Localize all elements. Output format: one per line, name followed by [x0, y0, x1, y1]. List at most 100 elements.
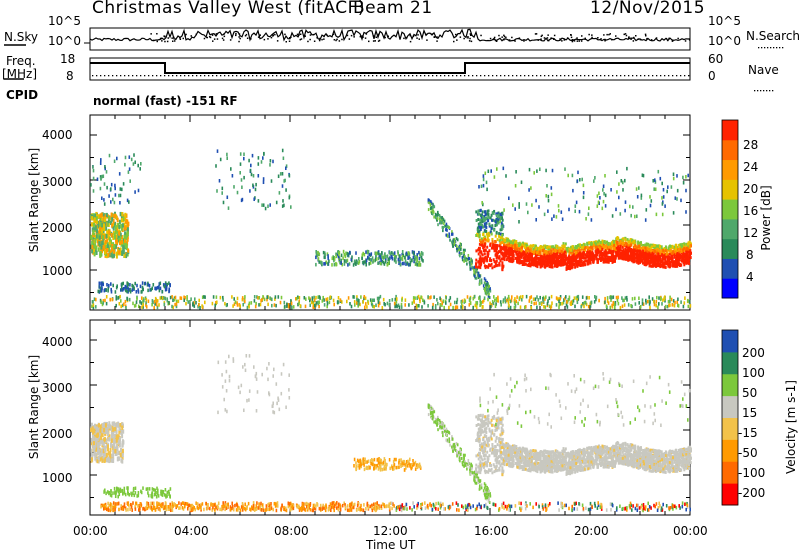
- power-echo-point: [283, 300, 286, 305]
- velocity-echo-point: [112, 508, 114, 513]
- velocity-echo-point: [277, 396, 279, 401]
- power-echo-point: [318, 300, 320, 304]
- velocity-echo-point: [388, 458, 391, 462]
- nave-point: [608, 75, 610, 77]
- power-echo-point: [162, 296, 165, 300]
- power-echo-point: [536, 295, 538, 299]
- velocity-echo-point: [130, 505, 133, 509]
- velocity-echo-point: [288, 388, 290, 392]
- noise-search-point: [578, 40, 580, 42]
- power-echo-point: [116, 217, 119, 222]
- velocity-echo-point: [312, 503, 315, 508]
- velocity-echo-point: [487, 487, 489, 491]
- power-echo-point: [383, 256, 385, 260]
- velocity-echo-point: [153, 506, 156, 510]
- power-echo-point: [343, 262, 346, 266]
- velocity-echo-point: [349, 508, 352, 512]
- velocity-echo-point: [406, 507, 408, 511]
- velocity-echo-point: [596, 506, 599, 510]
- xtick-1600: 16:00: [474, 524, 509, 538]
- power-echo-point: [315, 250, 317, 254]
- nave-point: [504, 75, 506, 77]
- power-echo-point: [118, 224, 121, 229]
- velocity-echo-point: [470, 472, 472, 476]
- power-echo-point: [661, 302, 663, 306]
- power-echo-point: [439, 215, 442, 219]
- power-echo-point: [419, 263, 421, 267]
- power-echo-point: [653, 299, 655, 304]
- noise-search-point: [436, 40, 438, 42]
- velocity-echo-point: [199, 503, 202, 507]
- nave-point: [500, 75, 502, 77]
- power-echo-point: [175, 304, 178, 309]
- velocity-echo-point: [435, 421, 437, 425]
- power-echo-point: [377, 261, 379, 265]
- velocity-echo-point: [109, 447, 112, 453]
- velocity-echo-point: [456, 443, 459, 447]
- power-ytick-2000: 2000: [42, 221, 73, 235]
- power-echo-point: [485, 290, 488, 294]
- nsearch-legend-dot: [764, 47, 766, 49]
- noise-search-point: [161, 40, 163, 42]
- velocity-echo-point: [109, 502, 112, 506]
- velocity-echo-point: [232, 359, 235, 363]
- nave-point: [528, 75, 530, 77]
- power-echo-point: [357, 261, 360, 265]
- noise-search-point: [163, 35, 165, 37]
- velocity-echo-point: [501, 505, 504, 509]
- power-echo-point: [388, 250, 391, 255]
- power-echo-point: [121, 187, 123, 192]
- velocity-echo-point: [355, 461, 357, 465]
- power-echo-point: [472, 305, 474, 310]
- power-echo-point: [352, 263, 355, 267]
- power-colorbar-segment: [722, 278, 738, 299]
- power-echo-point: [193, 301, 195, 305]
- power-echo-point: [589, 304, 592, 308]
- power-echo-point: [394, 297, 397, 302]
- nave-point: [272, 75, 274, 77]
- velocity-echo-point: [217, 360, 220, 365]
- velocity-echo-point: [427, 413, 430, 417]
- power-echo-point: [291, 305, 293, 310]
- power-echo-point: [124, 299, 127, 304]
- power-echo-point: [119, 247, 122, 252]
- power-echo-point: [349, 302, 351, 306]
- power-echo-point: [128, 200, 130, 204]
- velocity-echo-point: [164, 488, 167, 492]
- noise-search-point: [467, 36, 469, 38]
- power-echo-point: [338, 252, 340, 256]
- power-echo-point: [163, 284, 166, 289]
- power-echo-point: [131, 283, 133, 288]
- power-echo-point: [103, 213, 106, 218]
- power-echo-point: [347, 263, 349, 267]
- velocity-echo-point: [281, 504, 283, 508]
- velocity-echo-point: [255, 377, 258, 381]
- nave-point: [232, 75, 234, 77]
- power-echo-point: [286, 302, 288, 307]
- power-echo-point: [611, 303, 613, 308]
- velocity-echo-point: [107, 424, 110, 429]
- velocity-echo-point: [169, 505, 171, 509]
- power-echo-point: [501, 236, 504, 240]
- noise-search-point: [288, 40, 291, 42]
- power-echo-point: [642, 302, 645, 307]
- velocity-echo-point: [100, 505, 102, 509]
- power-echo-point: [326, 252, 329, 256]
- velocity-echo-point: [411, 508, 413, 512]
- power-echo-point: [449, 238, 451, 242]
- power-echo-point: [112, 197, 114, 202]
- power-echo-point: [353, 259, 356, 264]
- power-echo-point: [360, 295, 362, 299]
- velocity-echo-point: [103, 458, 106, 463]
- power-echo-point: [95, 219, 98, 224]
- nave-point: [484, 75, 486, 77]
- nave-point: [292, 75, 294, 77]
- power-echo-point: [163, 302, 166, 307]
- velocity-echo-point: [110, 431, 113, 437]
- velocity-echo-point: [383, 457, 386, 461]
- velocity-echo-point: [346, 508, 349, 512]
- noise-search-point: [332, 33, 335, 36]
- velocity-echo-point: [119, 453, 122, 458]
- power-echo-point: [506, 298, 508, 303]
- power-echo-point: [621, 296, 623, 300]
